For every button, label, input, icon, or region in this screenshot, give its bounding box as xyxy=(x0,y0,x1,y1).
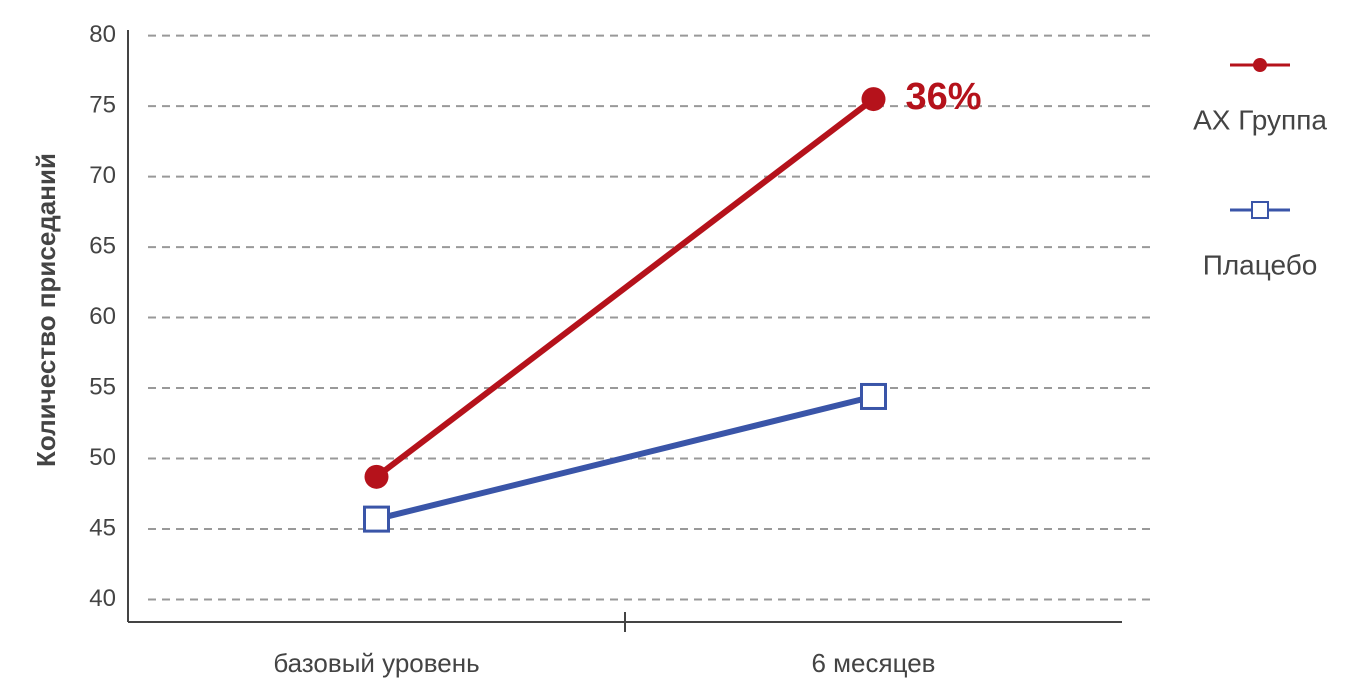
y-tick-label: 55 xyxy=(89,373,116,400)
x-tick-label: 6 месяцев xyxy=(812,648,936,678)
point xyxy=(363,505,390,533)
point xyxy=(860,382,887,410)
x-tick-label: базовый уровень xyxy=(273,648,479,678)
annotation: 36% xyxy=(906,76,982,118)
y-axis-label: Количество приседаний xyxy=(31,153,61,467)
series-line xyxy=(375,393,875,523)
legend-label: AX Группа xyxy=(1193,104,1327,135)
y-tick-label: 70 xyxy=(89,162,116,189)
y-tick-label: 40 xyxy=(89,585,116,612)
y-tick-label: 80 xyxy=(89,21,116,48)
series-line xyxy=(374,96,876,480)
legend-marker xyxy=(1253,58,1267,72)
y-tick-label: 60 xyxy=(89,303,116,330)
point xyxy=(364,464,389,489)
y-tick-label: 50 xyxy=(89,444,116,471)
legend-label: Плацебо xyxy=(1203,249,1318,280)
y-tick-label: 65 xyxy=(89,232,116,259)
point xyxy=(861,87,886,112)
y-tick-label: 75 xyxy=(89,91,116,118)
y-tick-label: 45 xyxy=(89,514,116,541)
legend-marker xyxy=(1251,201,1269,219)
